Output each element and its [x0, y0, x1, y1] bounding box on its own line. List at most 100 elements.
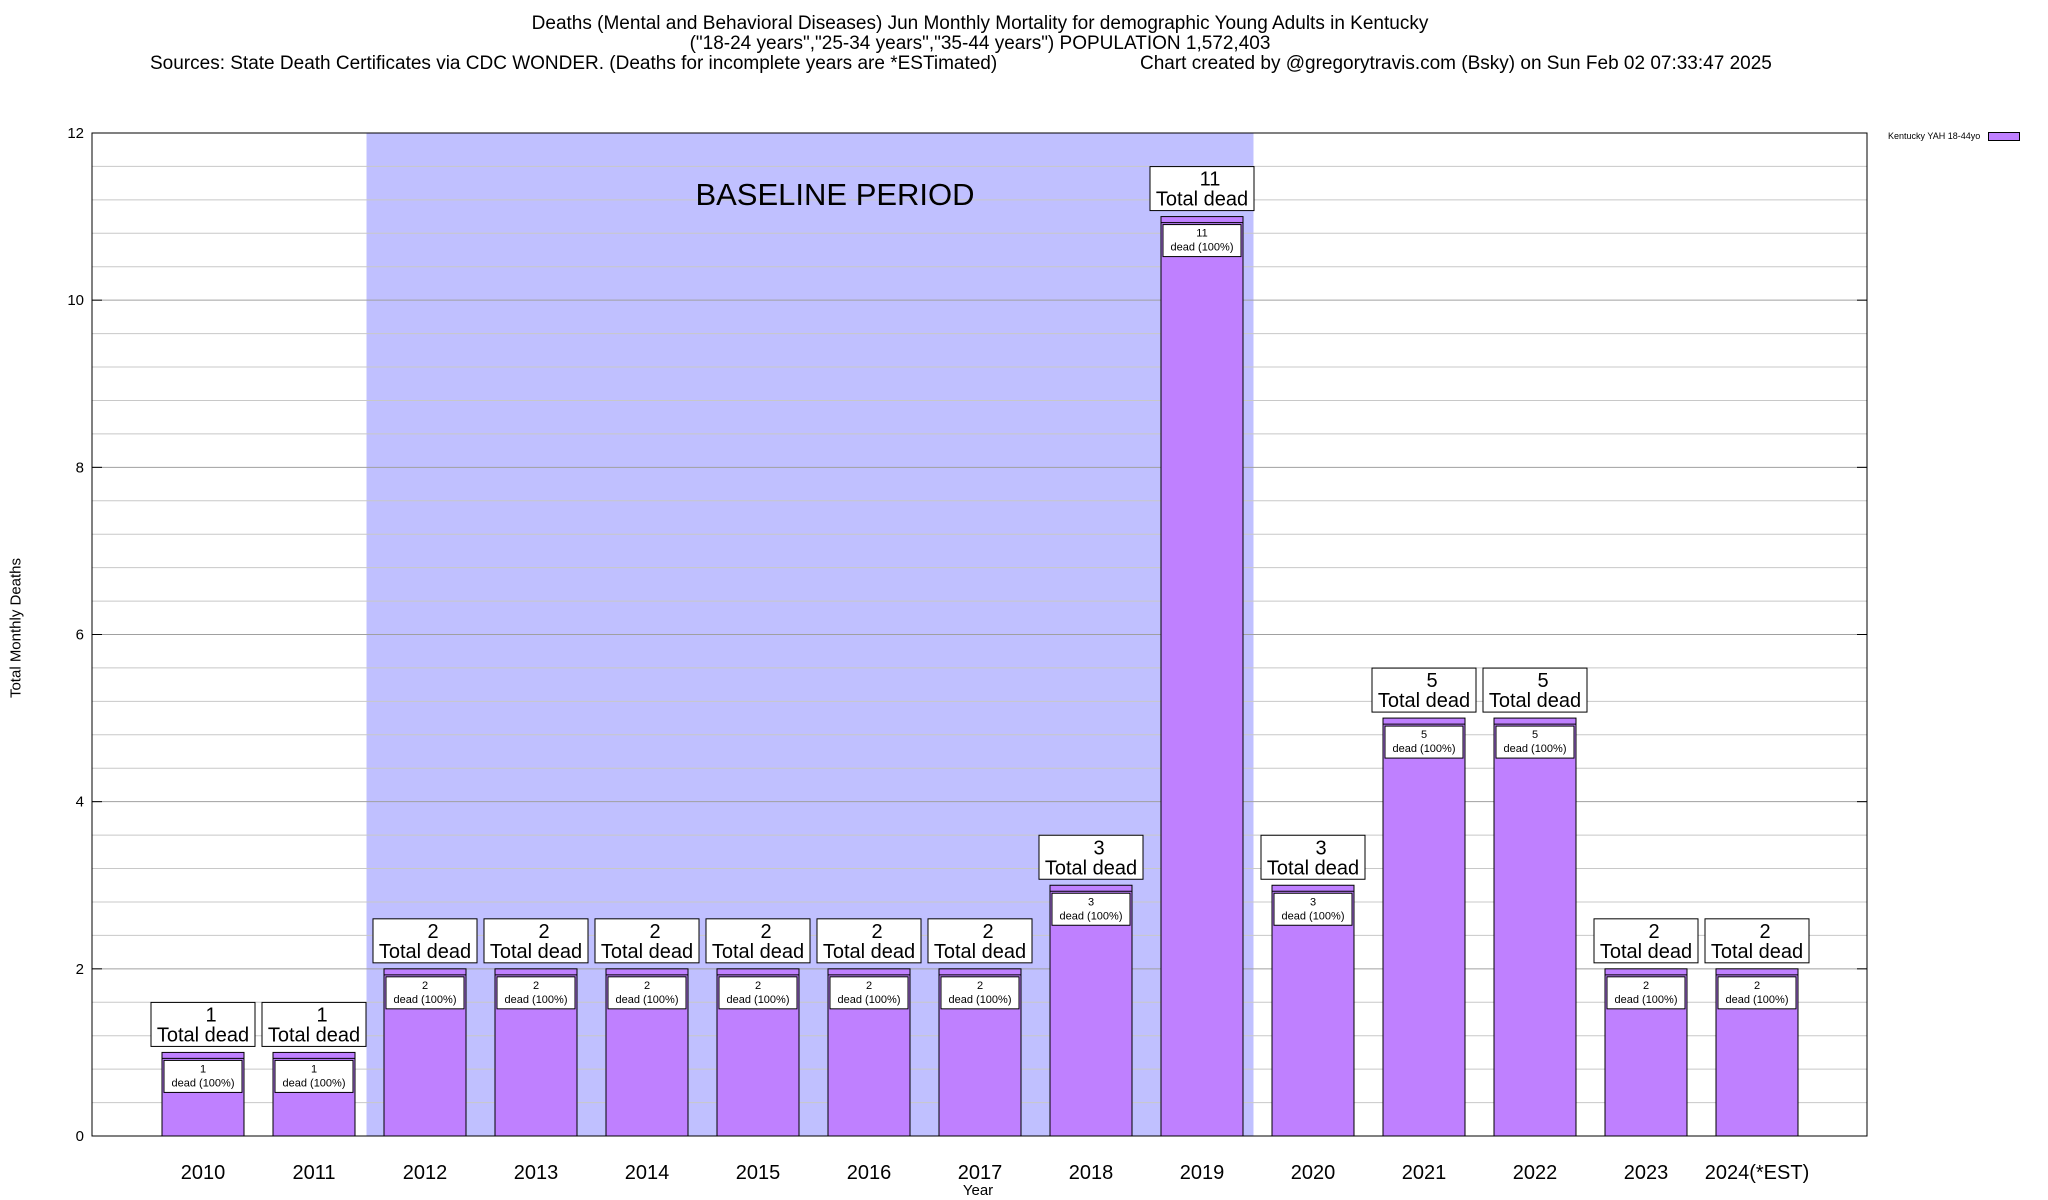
total-label-text: Total dead [379, 941, 471, 963]
inner-label-text: dead (100%) [1282, 910, 1345, 922]
legend-swatch [1988, 131, 2021, 141]
inner-label-box [1051, 892, 1131, 926]
y-tick-label: 6 [76, 627, 84, 644]
inner-label-text: dead (100%) [1060, 910, 1123, 922]
x-tick-label: 2018 [1069, 1162, 1114, 1184]
y-tick-label: 4 [76, 794, 84, 811]
inner-label-box [829, 976, 909, 1010]
inner-label-text: dead (100%) [949, 994, 1012, 1006]
inner-label-value: 3 [1310, 896, 1316, 908]
x-tick-label: 2021 [1402, 1162, 1447, 1184]
inner-label-box [718, 976, 798, 1010]
inner-label-value: 2 [755, 980, 761, 992]
inner-label-text: dead (100%) [505, 994, 568, 1006]
bar [1493, 717, 1577, 1137]
inner-label-box [385, 976, 465, 1010]
y-tick-label: 12 [67, 125, 84, 142]
total-label-text: Total dead [1156, 189, 1248, 211]
bar [1382, 717, 1466, 1137]
total-label-box [1149, 166, 1255, 212]
x-tick-label: 2010 [181, 1162, 226, 1184]
total-label-box [150, 1001, 256, 1047]
inner-label-value: 5 [1421, 729, 1427, 741]
total-label-box [1260, 834, 1366, 880]
total-label-value: 2 [871, 921, 882, 943]
total-label-box [1593, 918, 1699, 964]
total-label-text: Total dead [1378, 690, 1470, 712]
inner-label-text: dead (100%) [1171, 242, 1234, 254]
total-label-box [372, 918, 478, 964]
inner-label-box [274, 1059, 354, 1093]
total-label-value: 1 [205, 1004, 216, 1026]
legend-label: Kentucky YAH 18-44yo [1888, 131, 1981, 141]
inner-label-value: 11 [1196, 228, 1207, 240]
inner-label-value: 2 [1643, 980, 1649, 992]
x-tick-label: 2023 [1624, 1162, 1669, 1184]
x-tick-label: 2016 [847, 1162, 892, 1184]
total-label-text: Total dead [1711, 941, 1803, 963]
inner-label-box [940, 976, 1020, 1010]
inner-label-text: dead (100%) [727, 994, 790, 1006]
total-label-box [927, 918, 1033, 964]
inner-label-value: 1 [200, 1063, 206, 1075]
total-label-box [483, 918, 589, 964]
total-label-value: 2 [1759, 921, 1770, 943]
y-tick-label: 2 [76, 961, 84, 978]
inner-label-text: dead (100%) [283, 1077, 346, 1089]
total-label-text: Total dead [1489, 690, 1581, 712]
total-label-value: 2 [538, 921, 549, 943]
inner-label-box [1384, 725, 1464, 759]
inner-label-box [1606, 976, 1686, 1010]
inner-label-box [496, 976, 576, 1010]
inner-label-box [1162, 224, 1242, 258]
inner-label-text: dead (100%) [1726, 994, 1789, 1006]
inner-label-text: dead (100%) [1615, 994, 1678, 1006]
inner-label-text: dead (100%) [1393, 743, 1456, 755]
x-axis-label: Year [962, 1182, 994, 1199]
y-tick-label: 10 [67, 292, 84, 309]
total-label-box [705, 918, 811, 964]
inner-label-value: 2 [422, 980, 428, 992]
inner-label-value: 2 [1754, 980, 1760, 992]
inner-label-text: dead (100%) [172, 1077, 235, 1089]
chart-subtitle: ("18-24 years","25-34 years","35-44 year… [689, 33, 1271, 54]
legend: Kentucky YAH 18-44yo [1888, 131, 2021, 141]
total-label-value: 1 [316, 1004, 327, 1026]
inner-label-box [1273, 892, 1353, 926]
x-tick-label: 2017 [958, 1162, 1003, 1184]
inner-label-value: 3 [1088, 896, 1094, 908]
total-label-text: Total dead [601, 941, 693, 963]
x-tick-label: 2020 [1291, 1162, 1336, 1184]
x-tick-label: 2014 [625, 1162, 670, 1184]
x-tick-label: 2024(*EST) [1705, 1162, 1810, 1184]
inner-label-box [607, 976, 687, 1010]
chart-title: Deaths (Mental and Behavioral Diseases) … [531, 13, 1429, 34]
total-label-text: Total dead [1600, 941, 1692, 963]
baseline-label: BASELINE PERIOD [695, 177, 974, 212]
inner-label-value: 2 [866, 980, 872, 992]
inner-label-box [1495, 725, 1575, 759]
inner-label-text: dead (100%) [838, 994, 901, 1006]
total-label-value: 11 [1200, 169, 1221, 191]
inner-label-value: 2 [644, 980, 650, 992]
chart-credit: Chart created by @gregorytravis.com (Bsk… [1140, 53, 1772, 74]
total-label-text: Total dead [823, 941, 915, 963]
total-label-text: Total dead [934, 941, 1026, 963]
inner-label-box [163, 1059, 243, 1093]
total-label-box [1371, 667, 1477, 713]
inner-label-text: dead (100%) [394, 994, 457, 1006]
total-label-value: 5 [1537, 670, 1548, 692]
total-label-value: 2 [649, 921, 660, 943]
total-label-text: Total dead [157, 1024, 249, 1046]
total-label-box [816, 918, 922, 964]
total-label-box [1482, 667, 1588, 713]
total-label-box [261, 1001, 367, 1047]
total-label-value: 3 [1093, 837, 1104, 859]
total-label-value: 5 [1426, 670, 1437, 692]
x-tick-label: 2019 [1180, 1162, 1225, 1184]
total-label-box [594, 918, 700, 964]
y-tick-label: 8 [76, 459, 84, 476]
total-label-text: Total dead [1045, 857, 1137, 879]
bar [1049, 884, 1133, 1137]
